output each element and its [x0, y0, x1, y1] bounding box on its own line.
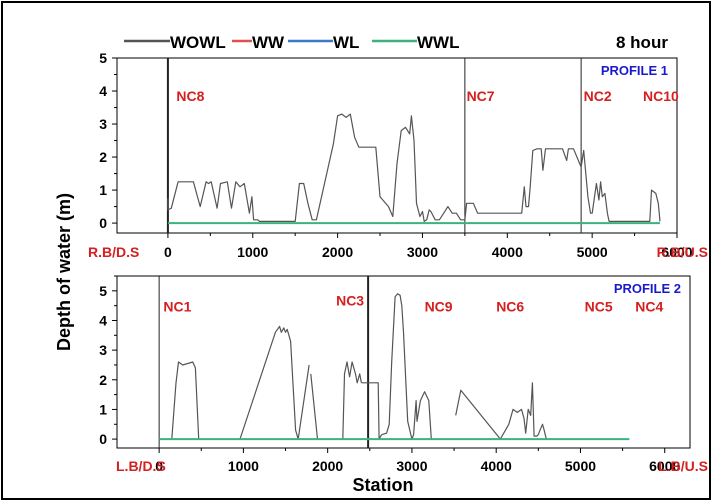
- p2-series-wowl-line: [455, 389, 510, 440]
- profile-2-chart: 0 1 2 3 4 5 0 1000 2000 3000 4000 5000 6000 L.B/D.S L.…: [99, 275, 708, 474]
- p2-x-tick-label: 0: [155, 458, 163, 474]
- p1-y-tick-label: 1: [99, 182, 107, 198]
- p2-end-label-left: L.B/D.S: [116, 458, 166, 474]
- p1-series-wowl-line: [167, 113, 661, 222]
- p2-node-label-nc6: NC6: [496, 299, 524, 315]
- p1-y-tick-label: 0: [99, 215, 107, 231]
- p1-x-tick-label: 0: [164, 244, 172, 260]
- legend-label-ww: WW: [252, 33, 285, 52]
- p2-x-tick-label: 5000: [565, 458, 596, 474]
- p2-y-tick-label: 0: [99, 431, 107, 447]
- p2-y-tick-label: 3: [99, 342, 107, 358]
- p1-x-tick-label: 5000: [577, 244, 608, 260]
- p2-series-wowl-line: [171, 361, 200, 440]
- legend-label-wwl: WWL: [417, 33, 459, 52]
- time-label: 8 hour: [616, 33, 668, 52]
- p2-x-tick-label: 1000: [228, 458, 259, 474]
- legend-label-wl: WL: [333, 33, 359, 52]
- p2-node-label-nc4: NC4: [635, 299, 663, 315]
- p2-y-tick-label: 1: [99, 401, 107, 417]
- p2-title: PROFILE 2: [614, 281, 681, 296]
- p1-node-label-nc2: NC2: [584, 88, 612, 104]
- p1-node-label-nc10: NC10: [643, 88, 679, 104]
- p2-series-wowl-line: [381, 293, 439, 440]
- profile-1-chart: 0 1 2 3 4 5 0 1000 2000 3000 4000 5000 6000 R.B/D.S R.…: [88, 50, 708, 260]
- p2-plot-frame: [116, 275, 691, 449]
- p1-node-label-nc7: NC7: [467, 88, 495, 104]
- p1-node-label-nc8: NC8: [176, 88, 204, 104]
- p2-node-label-nc9: NC9: [425, 299, 453, 315]
- p2-x-tick-label: 3000: [396, 458, 427, 474]
- p1-x-tick-label: 4000: [492, 244, 523, 260]
- legend: WOWL WW WL WWL: [124, 33, 459, 52]
- x-axis-label: Station: [353, 475, 414, 495]
- p1-plot-frame: [116, 57, 678, 234]
- p1-title: PROFILE 1: [601, 63, 668, 78]
- p1-y-tick-label: 5: [99, 50, 107, 66]
- p2-x-tick-label: 6000: [649, 458, 680, 474]
- p1-y-tick-label: 4: [99, 83, 107, 99]
- p1-end-label-right: R.B/U.S: [657, 244, 708, 260]
- p1-x-tick-label: 6000: [661, 244, 692, 260]
- p2-node-label-nc1: NC1: [163, 299, 191, 315]
- p2-y-tick-label: 5: [99, 283, 107, 299]
- p2-node-label-nc3: NC3: [336, 293, 364, 309]
- p1-end-label-left: R.B/D.S: [88, 244, 139, 260]
- p1-y-tick-label: 2: [99, 149, 107, 165]
- y-axis-label: Depth of water (m): [54, 193, 74, 351]
- p2-series-wowl-line: [508, 382, 548, 440]
- p2-y-tick-label: 4: [99, 312, 107, 328]
- p1-x-tick-label: 2000: [322, 244, 353, 260]
- p2-x-tick-label: 4000: [481, 458, 512, 474]
- p1-y-tick-label: 3: [99, 116, 107, 132]
- p2-x-tick-label: 2000: [312, 458, 343, 474]
- p1-x-tick-label: 3000: [407, 244, 438, 260]
- p2-end-label-right: L.B/U.S: [658, 458, 708, 474]
- p2-node-label-nc5: NC5: [585, 299, 613, 315]
- legend-label-wowl: WOWL: [170, 33, 226, 52]
- p2-series-wowl-line: [239, 325, 310, 440]
- p2-y-tick-label: 2: [99, 372, 107, 388]
- p1-x-tick-label: 1000: [237, 244, 268, 260]
- p2-series-wowl-line: [361, 382, 383, 440]
